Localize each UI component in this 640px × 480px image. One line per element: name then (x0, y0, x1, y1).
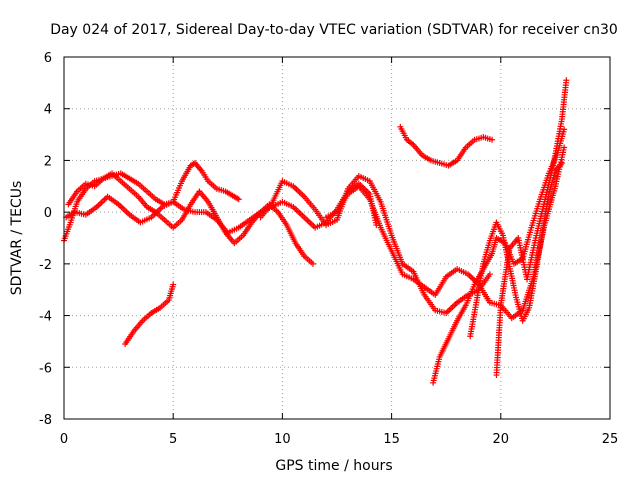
y-tick-label: 2 (44, 154, 52, 169)
y-tick-label: -2 (39, 258, 52, 273)
series-s5 (257, 172, 493, 316)
x-tick-label: 20 (493, 432, 510, 447)
y-tick-label: -8 (39, 413, 52, 428)
data-point (235, 196, 242, 203)
data-point (486, 271, 493, 278)
x-tick-label: 0 (60, 432, 68, 447)
series-s1 (61, 160, 242, 244)
y-tick-label: 6 (44, 51, 52, 66)
series-s8 (430, 126, 568, 386)
y-tick-label: -6 (39, 361, 52, 376)
data-point (489, 136, 496, 143)
data-point (309, 260, 316, 267)
ticks: 0 5 10 15 20 25 -8 -6 -4 -2 0 2 4 6 (39, 51, 618, 447)
series-s9 (493, 77, 570, 379)
data-point (563, 77, 570, 84)
x-tick-label: 25 (602, 432, 619, 447)
y-axis-label: SDTVAR / TECUs (9, 181, 25, 296)
data-point (558, 160, 565, 167)
series-s3 (65, 170, 316, 267)
series-s7 (397, 123, 496, 169)
chart-title: Day 024 of 2017, Sidereal Day-to-day VTE… (50, 22, 618, 38)
x-tick-label: 15 (383, 432, 400, 447)
series-s10 (467, 160, 565, 340)
plot-frame (63, 56, 611, 420)
data-point (170, 281, 177, 288)
x-tick-label: 5 (169, 432, 177, 447)
series-s4 (122, 281, 177, 348)
y-tick-label: -4 (39, 310, 52, 325)
series-s6 (323, 144, 568, 322)
data-points (61, 77, 570, 386)
y-tick-label: 0 (44, 206, 52, 221)
x-tick-label: 10 (274, 432, 291, 447)
x-axis-label: GPS time / hours (275, 458, 392, 474)
data-point (561, 144, 568, 151)
y-tick-label: 4 (44, 103, 52, 118)
